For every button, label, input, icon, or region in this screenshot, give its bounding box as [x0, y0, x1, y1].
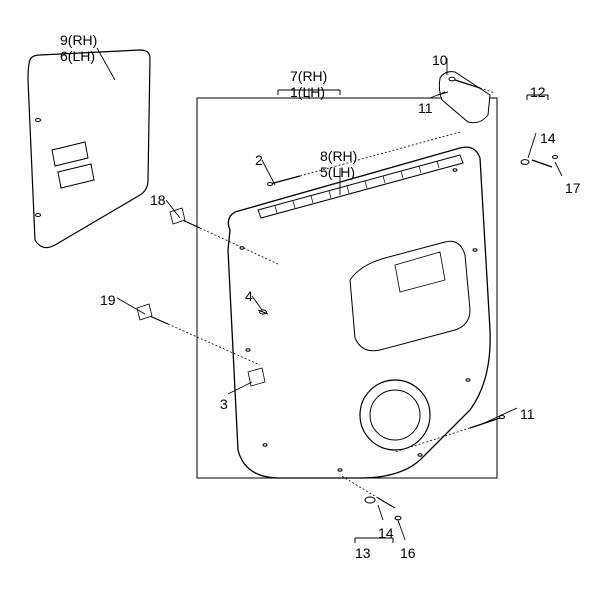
part-label-14a: 14 [540, 130, 556, 146]
part-label-13: 13 [355, 545, 371, 561]
part-label-18: 18 [150, 192, 166, 208]
part-label-19: 19 [100, 292, 116, 308]
part-label-9rh: 9(RH) [60, 32, 97, 48]
part-label-7rh: 7(RH) [290, 68, 327, 84]
part-label-16: 16 [400, 545, 416, 561]
part-label-17: 17 [565, 180, 581, 196]
parts-diagram: 9(RH)6(LH) 7(RH)1(LH) 10 11 12 14 17 2 8(RH)5(LH… [0, 0, 599, 594]
part-label-11b: 11 [520, 406, 535, 422]
part-label-14b: 14 [378, 525, 394, 541]
part-label-2: 2 [255, 152, 263, 168]
part-label-11a: 11 [418, 100, 433, 116]
part-label-1lh: 1(LH) [290, 84, 325, 100]
part-label-8rh: 8(RH) [320, 148, 357, 164]
part-label-5lh: 5(LH) [320, 164, 355, 180]
part-label-10: 10 [432, 52, 448, 68]
part-label-12: 12 [530, 84, 546, 100]
part-label-3: 3 [220, 396, 228, 412]
part-label-4: 4 [245, 288, 253, 304]
part-label-6lh: 6(LH) [60, 48, 95, 64]
